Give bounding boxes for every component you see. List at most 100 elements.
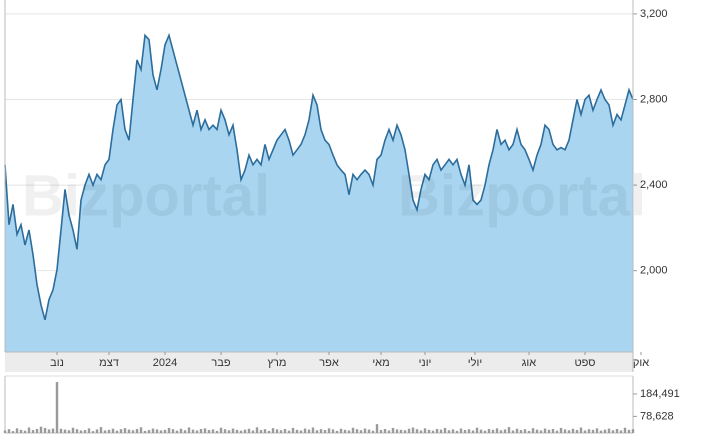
x-tick-label: מאי: [372, 357, 389, 369]
x-tick-label: פבר: [211, 357, 230, 369]
volume-bar: [167, 427, 171, 433]
area: [5, 35, 633, 353]
volume-bar: [363, 428, 367, 433]
volume-bar: [359, 430, 363, 433]
volume-bar: [115, 430, 119, 433]
volume-bar: [211, 429, 215, 433]
volume-bar: [23, 430, 27, 433]
volume-bar: [103, 430, 107, 433]
volume-bar: [27, 427, 31, 433]
x-tick-label: יוני: [419, 357, 432, 369]
volume-bar: [435, 428, 439, 433]
y-tick-label: 2,800: [640, 93, 668, 105]
volume-bar: [79, 430, 83, 433]
volume-bar: [379, 430, 383, 433]
volume-bar: [203, 428, 207, 433]
volume-bar: [331, 429, 335, 433]
volume-bar: [347, 430, 351, 433]
volume-bar: [547, 429, 551, 433]
volume-bar: [87, 428, 91, 433]
volume-bar: [523, 429, 527, 433]
volume-bar: [255, 427, 259, 433]
volume-bar: [407, 428, 411, 433]
volume-bar: [59, 428, 63, 433]
volume-bar: [395, 429, 399, 433]
volume-bar: [75, 429, 79, 433]
watermark: Bizportal: [398, 163, 646, 228]
volume-bar: [551, 428, 555, 433]
volume-bar: [231, 428, 235, 433]
volume-bar: [259, 430, 263, 433]
volume-bar: [415, 429, 419, 433]
volume-bar: [51, 428, 55, 433]
volume-bar: [631, 429, 635, 433]
y-tick-label: 2,400: [640, 179, 668, 191]
volume-bar: [223, 429, 227, 433]
volume-bar: [459, 428, 463, 433]
x-tick-label: אפר: [319, 357, 339, 369]
volume-bar: [539, 430, 543, 433]
volume-bar: [247, 428, 251, 433]
volume-bar: [219, 427, 223, 433]
volume-bar: [287, 430, 291, 433]
volume-bar: [43, 427, 47, 433]
volume-bar: [19, 429, 23, 433]
volume-bar: [343, 429, 347, 433]
volume-bar: [447, 430, 451, 433]
volume-bar: [283, 428, 287, 433]
volume-bar: [67, 430, 71, 433]
y-tick-label: 2,000: [640, 265, 668, 277]
volume-bar: [271, 428, 275, 433]
volume-bar: [611, 430, 615, 433]
volume-bar: [327, 428, 331, 433]
volume-bar: [91, 431, 95, 433]
volume-bar: [151, 428, 155, 433]
volume-bar: [563, 429, 567, 433]
volume-bar: [119, 429, 123, 433]
volume-bar: [619, 430, 623, 433]
volume-bar: [47, 429, 51, 433]
volume-bar: [439, 429, 443, 433]
volume-bar: [95, 429, 99, 433]
x-tick-label: דצמ: [99, 357, 119, 369]
volume-bar: [311, 427, 315, 433]
volume-bar: [479, 429, 483, 433]
volume-bar: [607, 428, 611, 433]
volume-bar: [423, 428, 427, 433]
volume-bar: [35, 428, 39, 433]
watermark: Bizportal: [22, 163, 270, 228]
x-tick-label: מרץ: [268, 357, 287, 369]
volume-bar: [39, 426, 43, 433]
volume-bar: [515, 428, 519, 433]
volume-bar: [183, 430, 187, 433]
volume-bar: [227, 430, 231, 433]
volume-bar: [163, 429, 167, 433]
x-tick-label: נוב: [50, 357, 64, 369]
volume-bar: [11, 431, 15, 433]
volume-bar: [463, 430, 467, 433]
volume-bar: [251, 430, 255, 433]
volume-bar: [299, 430, 303, 433]
volume-bar: [351, 427, 355, 433]
volume-bar: [187, 427, 191, 433]
volume-bar: [7, 429, 11, 433]
volume-bar: [507, 427, 511, 433]
volume-bar: [615, 428, 619, 433]
volume-bar: [3, 430, 7, 433]
volume-bar: [315, 430, 319, 433]
volume-bar: [559, 427, 563, 433]
volume-y-tick-label: 78,628: [640, 410, 674, 422]
volume-bar: [535, 429, 539, 433]
volume-bar: [83, 430, 87, 433]
volume-bar: [595, 428, 599, 433]
volume-bar: [579, 427, 583, 433]
volume-bar: [275, 429, 279, 433]
volume-bar: [303, 428, 307, 433]
volume-bar: [371, 430, 375, 433]
volume-bar: [387, 430, 391, 433]
volume-bar: [443, 427, 447, 433]
volume-bar: [391, 427, 395, 433]
volume-bar: [295, 429, 299, 433]
volume-bar: [323, 430, 327, 433]
volume-bar: [195, 430, 199, 433]
